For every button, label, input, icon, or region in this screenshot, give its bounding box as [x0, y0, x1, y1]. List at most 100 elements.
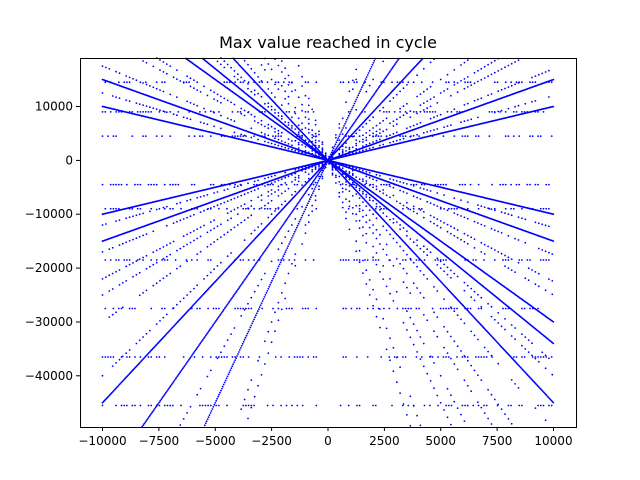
data-point [159, 279, 161, 282]
data-point [247, 182, 249, 185]
data-point [389, 70, 392, 72]
data-point [358, 187, 361, 190]
data-point [443, 194, 445, 196]
data-point [379, 144, 381, 147]
data-point [290, 239, 292, 241]
data-point [348, 178, 351, 181]
data-point [436, 205, 439, 208]
data-point [301, 144, 303, 146]
data-point [551, 373, 554, 376]
data-point [227, 302, 230, 304]
data-point [493, 398, 496, 401]
data-point [186, 233, 189, 236]
data-point [318, 178, 321, 180]
data-point [355, 186, 358, 189]
data-point [267, 123, 270, 126]
data-point [176, 249, 178, 252]
data-point [260, 64, 263, 66]
data-point [149, 210, 151, 213]
data-point [419, 104, 422, 106]
data-point [368, 171, 371, 174]
data-point [342, 127, 344, 129]
data-point [115, 311, 117, 314]
data-point [439, 260, 442, 263]
data-point [253, 93, 256, 96]
data-point [362, 178, 364, 181]
data-point [203, 336, 206, 338]
data-point [460, 64, 462, 66]
data-point [240, 112, 243, 115]
data-point [314, 166, 317, 169]
data-point [342, 137, 344, 140]
data-point [238, 287, 240, 289]
data-point [380, 83, 382, 86]
data-point [216, 225, 219, 228]
data-point [360, 112, 362, 114]
data-point [348, 148, 351, 151]
data-point [145, 233, 148, 236]
data-point [176, 69, 178, 71]
data-point [483, 253, 486, 255]
data-point [392, 97, 395, 99]
data-point [351, 183, 354, 186]
data-point [416, 196, 418, 199]
data-point [274, 210, 276, 212]
data-point [101, 92, 104, 94]
data-point [266, 246, 269, 249]
data-point [234, 359, 237, 361]
data-point [527, 279, 530, 282]
data-point [541, 351, 544, 354]
data-point [267, 190, 270, 193]
data-point [338, 166, 341, 169]
data-point [436, 115, 439, 117]
data-point [412, 241, 415, 244]
data-point [358, 197, 361, 200]
data-point [392, 140, 395, 143]
data-point [429, 251, 432, 254]
data-point [151, 410, 154, 413]
data-point [446, 266, 449, 269]
data-point [348, 112, 351, 115]
data-point [284, 190, 287, 193]
data-point [375, 237, 378, 240]
data-point [274, 83, 276, 86]
data-point [149, 413, 152, 416]
data-point [473, 299, 476, 302]
data-point [266, 290, 269, 292]
data-point [379, 205, 381, 208]
data-point [307, 164, 310, 167]
data-point [193, 239, 195, 242]
data-point [301, 196, 304, 199]
data-point [416, 212, 418, 215]
data-point [395, 258, 398, 260]
data-point [349, 110, 352, 113]
data-point [416, 112, 418, 115]
data-point [176, 267, 178, 270]
data-point [363, 108, 365, 110]
data-point [162, 246, 165, 248]
data-point [311, 140, 314, 143]
data-point [334, 143, 337, 146]
data-point [189, 85, 192, 88]
data-point [422, 273, 425, 276]
data-point [264, 294, 267, 296]
data-point [199, 250, 202, 253]
data-point [446, 125, 449, 127]
data-point [284, 182, 287, 184]
data-point [280, 131, 283, 134]
data-point [241, 342, 244, 345]
data-point [233, 294, 236, 296]
data-point [544, 419, 547, 422]
data-point [220, 101, 222, 104]
data-point [264, 185, 266, 187]
data-point [292, 208, 295, 211]
data-point [294, 112, 297, 115]
data-point [366, 102, 369, 105]
data-point [101, 251, 104, 253]
data-point [347, 129, 350, 132]
data-point [331, 156, 334, 159]
data-point [226, 255, 229, 258]
data-point [216, 204, 219, 207]
data-point [473, 71, 476, 74]
data-point [250, 67, 253, 70]
